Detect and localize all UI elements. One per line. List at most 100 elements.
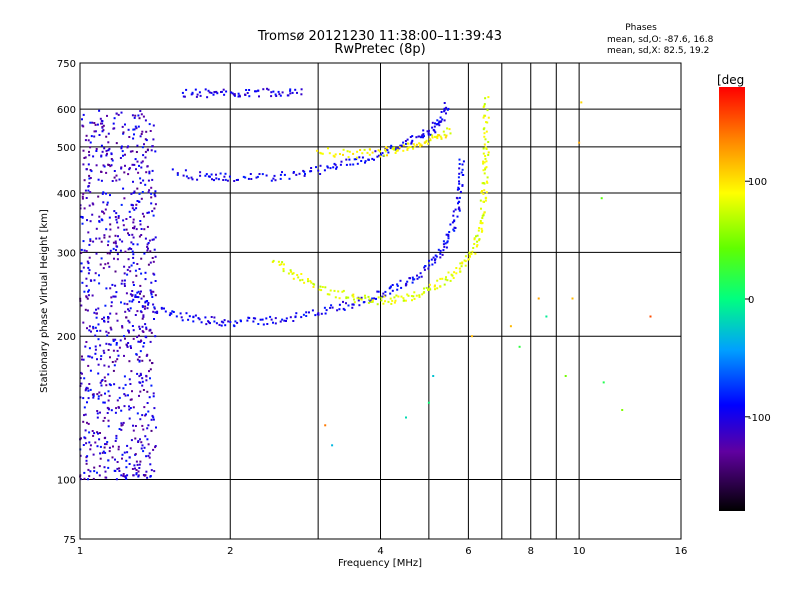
data-point — [140, 297, 143, 300]
data-point — [87, 185, 90, 188]
data-point — [86, 455, 89, 458]
data-point — [487, 141, 490, 143]
data-point — [421, 134, 424, 137]
data-point — [105, 228, 108, 231]
data-point — [139, 181, 142, 184]
data-point — [113, 364, 116, 367]
data-point — [147, 454, 150, 457]
data-point — [338, 308, 341, 311]
data-point — [109, 249, 112, 252]
data-point — [116, 258, 119, 261]
data-point — [146, 225, 149, 228]
data-point — [255, 176, 258, 179]
data-point — [109, 326, 112, 329]
data-point — [132, 429, 135, 432]
data-point — [85, 388, 87, 391]
data-point — [146, 353, 149, 356]
data-point — [139, 177, 142, 180]
data-point — [300, 93, 303, 96]
data-point — [421, 293, 424, 296]
data-point — [130, 241, 133, 244]
data-point — [143, 215, 145, 218]
data-point — [88, 325, 91, 328]
data-point — [103, 466, 106, 469]
data-point — [481, 222, 484, 225]
data-point — [102, 191, 105, 194]
data-point — [480, 191, 483, 194]
data-point — [484, 146, 487, 149]
data-point — [153, 193, 156, 196]
data-point — [454, 208, 457, 211]
data-point — [422, 136, 424, 139]
data-point — [289, 88, 292, 91]
data-point — [149, 340, 152, 343]
data-point — [112, 340, 115, 342]
data-point — [427, 142, 430, 145]
data-point — [141, 212, 144, 215]
data-point — [376, 303, 379, 306]
data-point — [479, 199, 482, 202]
data-point — [98, 274, 100, 277]
data-point — [220, 320, 223, 323]
data-point — [89, 448, 92, 451]
data-point — [213, 91, 216, 94]
data-point — [82, 125, 85, 128]
data-point — [94, 123, 97, 126]
data-point — [115, 112, 118, 115]
data-point — [118, 406, 120, 409]
data-point — [152, 448, 155, 451]
data-point — [388, 287, 391, 290]
data-point — [409, 146, 412, 148]
data-point — [89, 388, 92, 391]
data-point — [537, 297, 540, 300]
data-point — [114, 338, 117, 341]
data-point — [152, 416, 155, 419]
data-point — [134, 425, 137, 427]
data-point — [146, 427, 149, 430]
data-point — [272, 177, 275, 180]
data-point — [156, 310, 159, 313]
data-point — [142, 295, 145, 298]
data-point — [103, 236, 106, 239]
data-point — [339, 163, 342, 166]
data-point — [144, 435, 147, 438]
data-point — [368, 153, 371, 156]
data-point — [422, 291, 425, 294]
data-point — [95, 227, 98, 230]
data-point — [482, 192, 485, 195]
data-point — [292, 171, 295, 174]
data-point — [138, 375, 141, 378]
data-point — [136, 310, 139, 313]
data-point — [281, 91, 284, 94]
data-point — [396, 147, 399, 150]
data-point — [345, 158, 348, 161]
data-point — [97, 372, 100, 375]
data-point — [443, 102, 446, 104]
data-point — [130, 192, 133, 195]
data-point — [85, 459, 88, 462]
data-point — [457, 202, 459, 205]
data-point — [233, 93, 236, 96]
data-point — [518, 345, 521, 348]
data-point — [149, 368, 152, 371]
data-point — [104, 451, 107, 454]
data-point — [281, 318, 284, 321]
data-point — [106, 441, 109, 443]
data-point — [477, 229, 480, 232]
data-point — [147, 242, 150, 244]
data-point — [123, 285, 126, 287]
data-point — [324, 312, 327, 315]
data-point — [132, 253, 135, 256]
data-point — [92, 477, 95, 480]
data-point — [486, 121, 489, 124]
data-point — [352, 163, 355, 166]
data-point — [98, 237, 101, 240]
data-point — [384, 150, 387, 153]
data-point — [199, 94, 202, 97]
data-point — [126, 273, 129, 276]
data-point — [120, 203, 123, 206]
data-point — [121, 240, 124, 243]
data-point — [204, 88, 207, 91]
data-point — [416, 277, 419, 280]
